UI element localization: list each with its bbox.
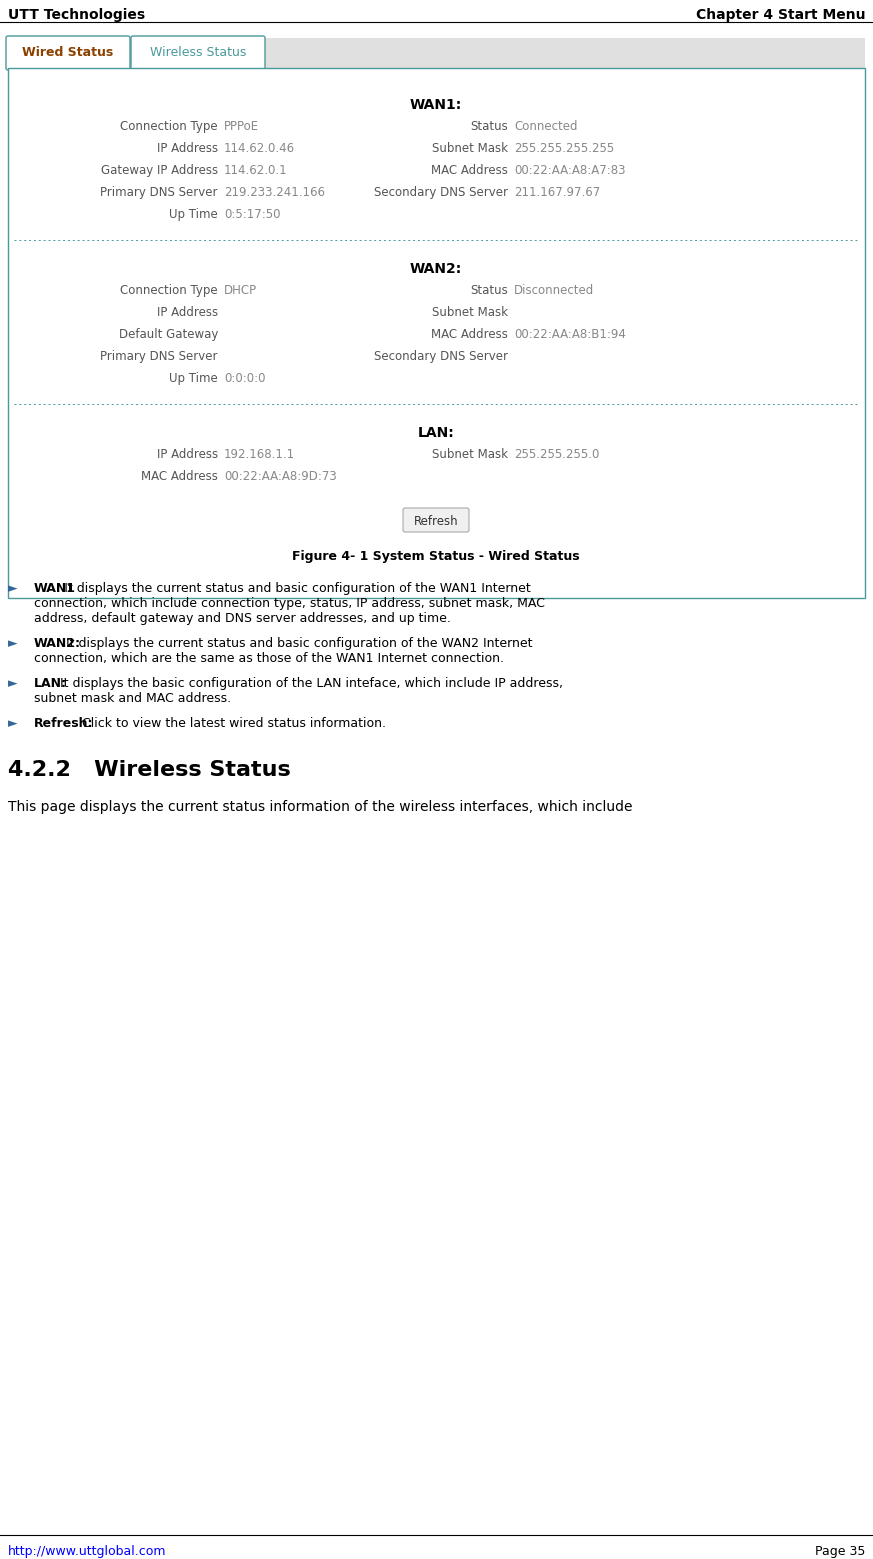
Text: LAN:: LAN: [34, 677, 67, 691]
Text: 255.255.255.0: 255.255.255.0 [514, 447, 600, 461]
Text: IP Address: IP Address [157, 306, 218, 320]
Text: 211.167.97.67: 211.167.97.67 [514, 186, 601, 200]
Text: PPPoE: PPPoE [224, 120, 259, 133]
Text: Gateway IP Address: Gateway IP Address [101, 164, 218, 178]
Text: Page 35: Page 35 [815, 1545, 865, 1557]
Text: WAN1:: WAN1: [410, 98, 462, 112]
Text: 255.255.255.255: 255.255.255.255 [514, 142, 615, 154]
Text: IP Address: IP Address [157, 142, 218, 154]
Text: Figure 4- 1 System Status - Wired Status: Figure 4- 1 System Status - Wired Status [292, 550, 580, 563]
Text: Click to view the latest wired status information.: Click to view the latest wired status in… [78, 717, 386, 730]
Text: Default Gateway: Default Gateway [119, 327, 218, 341]
Text: ►: ► [8, 582, 17, 596]
Text: : It displays the current status and basic configuration of the WAN1 Internet: : It displays the current status and bas… [56, 582, 531, 596]
Text: It displays the current status and basic configuration of the WAN2 Internet: It displays the current status and basic… [61, 638, 532, 650]
Text: 4.2.2   Wireless Status: 4.2.2 Wireless Status [8, 759, 291, 780]
Text: Status: Status [471, 120, 508, 133]
Text: LAN:: LAN: [417, 426, 454, 440]
Text: This page displays the current status information of the wireless interfaces, wh: This page displays the current status in… [8, 800, 633, 814]
Bar [8, 69, 865, 599]
Text: Wireless Status: Wireless Status [150, 47, 246, 59]
Text: Secondary DNS Server: Secondary DNS Server [374, 186, 508, 200]
Text: WAN2:: WAN2: [34, 638, 81, 650]
Text: Secondary DNS Server: Secondary DNS Server [374, 351, 508, 363]
Text: IP Address: IP Address [157, 447, 218, 461]
Text: ►: ► [8, 717, 17, 730]
Text: 114.62.0.46: 114.62.0.46 [224, 142, 295, 154]
Text: subnet mask and MAC address.: subnet mask and MAC address. [34, 692, 231, 705]
Text: Connection Type: Connection Type [120, 120, 218, 133]
Text: 00:22:AA:A8:9D:73: 00:22:AA:A8:9D:73 [224, 469, 337, 483]
Text: Primary DNS Server: Primary DNS Server [100, 186, 218, 200]
Text: MAC Address: MAC Address [141, 469, 218, 483]
Text: Up Time: Up Time [169, 207, 218, 221]
Text: WAN2:: WAN2: [410, 262, 462, 276]
Text: ►: ► [8, 677, 17, 691]
Text: Refresh:: Refresh: [34, 717, 93, 730]
Text: Connection Type: Connection Type [120, 284, 218, 298]
Text: MAC Address: MAC Address [431, 327, 508, 341]
Bar [8, 37, 865, 69]
Text: connection, which are the same as those of the WAN1 Internet connection.: connection, which are the same as those … [34, 652, 504, 666]
Text: Disconnected: Disconnected [514, 284, 595, 298]
Text: 192.168.1.1: 192.168.1.1 [224, 447, 295, 461]
Text: Up Time: Up Time [169, 373, 218, 385]
Text: 00:22:AA:A8:A7:83: 00:22:AA:A8:A7:83 [514, 164, 625, 178]
FancyBboxPatch shape [6, 36, 130, 70]
Text: Chapter 4 Start Menu: Chapter 4 Start Menu [696, 8, 865, 22]
Text: 0:0:0:0: 0:0:0:0 [224, 373, 265, 385]
Text: Connected: Connected [514, 120, 578, 133]
Text: UTT Technologies: UTT Technologies [8, 8, 145, 22]
Text: DHCP: DHCP [224, 284, 258, 298]
FancyBboxPatch shape [403, 508, 469, 532]
Text: 114.62.0.1: 114.62.0.1 [224, 164, 287, 178]
Text: WAN1: WAN1 [34, 582, 76, 596]
Text: Subnet Mask: Subnet Mask [432, 306, 508, 320]
Text: address, default gateway and DNS server addresses, and up time.: address, default gateway and DNS server … [34, 613, 450, 625]
Text: 0:5:17:50: 0:5:17:50 [224, 207, 280, 221]
Text: Status: Status [471, 284, 508, 298]
Text: Wired Status: Wired Status [23, 47, 113, 59]
Text: connection, which include connection type, status, IP address, subnet mask, MAC: connection, which include connection typ… [34, 597, 545, 610]
Text: 219.233.241.166: 219.233.241.166 [224, 186, 325, 200]
Text: Subnet Mask: Subnet Mask [432, 447, 508, 461]
Text: MAC Address: MAC Address [431, 164, 508, 178]
Text: Primary DNS Server: Primary DNS Server [100, 351, 218, 363]
FancyBboxPatch shape [131, 36, 265, 70]
Text: http://www.uttglobal.com: http://www.uttglobal.com [8, 1545, 167, 1557]
Text: It displays the basic configuration of the LAN inteface, which include IP addres: It displays the basic configuration of t… [56, 677, 563, 691]
Text: 00:22:AA:A8:B1:94: 00:22:AA:A8:B1:94 [514, 327, 626, 341]
Text: ►: ► [8, 638, 17, 650]
Text: Refresh: Refresh [414, 514, 458, 529]
Text: Subnet Mask: Subnet Mask [432, 142, 508, 154]
